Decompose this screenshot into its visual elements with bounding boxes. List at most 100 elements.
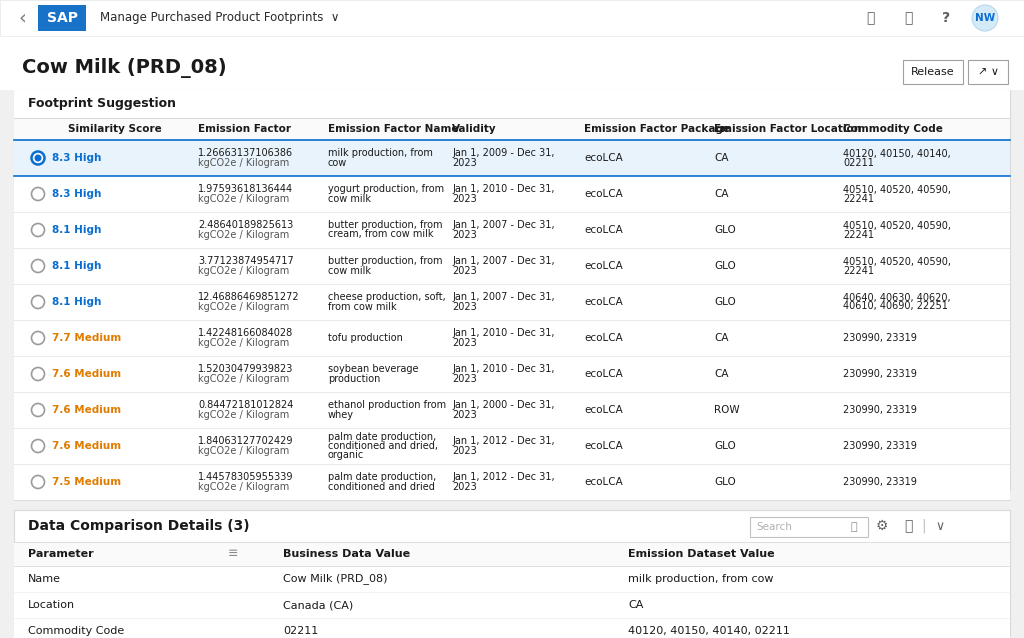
Text: ≡: ≡: [228, 547, 239, 561]
Text: ecoLCA: ecoLCA: [584, 441, 623, 451]
Bar: [14, 140, 1010, 176]
Bar: [14, 248, 1010, 284]
Text: kgCO2e / Kilogram: kgCO2e / Kilogram: [198, 374, 289, 384]
Text: Cow Milk (PRD_08): Cow Milk (PRD_08): [283, 574, 387, 584]
Text: Parameter: Parameter: [28, 549, 93, 559]
Text: kgCO2e / Kilogram: kgCO2e / Kilogram: [198, 266, 289, 276]
Text: ecoLCA: ecoLCA: [584, 333, 623, 343]
Text: GLO: GLO: [714, 297, 736, 307]
Text: 8.1 High: 8.1 High: [52, 261, 101, 271]
Text: CA: CA: [714, 189, 728, 199]
Bar: [903, 60, 963, 84]
Text: organic: organic: [328, 450, 365, 460]
Text: SAP: SAP: [46, 11, 78, 25]
Bar: [750, 517, 868, 537]
Text: kgCO2e / Kilogram: kgCO2e / Kilogram: [198, 230, 289, 240]
Text: milk production, from cow: milk production, from cow: [628, 574, 773, 584]
Bar: [14, 566, 1010, 592]
Text: CA: CA: [714, 369, 728, 379]
Text: 7.6 Medium: 7.6 Medium: [52, 441, 121, 451]
Text: 40120, 40150, 40140, 02211: 40120, 40150, 40140, 02211: [628, 626, 790, 636]
Text: 2023: 2023: [452, 482, 477, 492]
Text: ROW: ROW: [714, 405, 739, 415]
Circle shape: [32, 295, 44, 309]
Text: cow milk: cow milk: [328, 265, 371, 276]
Bar: [14, 284, 1010, 320]
Bar: [14, 510, 1010, 636]
Text: 2023: 2023: [452, 410, 477, 420]
Text: Emission Factor Location: Emission Factor Location: [714, 124, 861, 134]
Text: Similarity Score: Similarity Score: [68, 124, 162, 134]
Text: ⧉: ⧉: [904, 519, 912, 533]
Text: NW: NW: [975, 13, 995, 23]
Text: 2023: 2023: [452, 266, 477, 276]
Text: Location: Location: [28, 600, 75, 610]
Circle shape: [35, 154, 42, 161]
Text: kgCO2e / Kilogram: kgCO2e / Kilogram: [198, 338, 289, 348]
Text: ecoLCA: ecoLCA: [584, 405, 623, 415]
Text: Search: Search: [756, 522, 792, 532]
Text: 02211: 02211: [283, 626, 318, 636]
Text: 230990, 23319: 230990, 23319: [843, 441, 916, 451]
Circle shape: [32, 223, 44, 237]
Text: kgCO2e / Kilogram: kgCO2e / Kilogram: [198, 482, 289, 492]
Text: palm date production,: palm date production,: [328, 432, 436, 442]
Text: Jan 1, 2000 - Dec 31,: Jan 1, 2000 - Dec 31,: [452, 400, 555, 410]
Text: Cow Milk (PRD_08): Cow Milk (PRD_08): [22, 58, 226, 78]
Text: CA: CA: [714, 333, 728, 343]
Text: Name: Name: [28, 574, 61, 584]
Text: 1.52030479939823: 1.52030479939823: [198, 364, 293, 374]
Bar: [14, 320, 1010, 356]
Text: Jan 1, 2010 - Dec 31,: Jan 1, 2010 - Dec 31,: [452, 328, 555, 338]
Text: 8.1 High: 8.1 High: [52, 225, 101, 235]
Text: 230990, 23319: 230990, 23319: [843, 405, 916, 415]
Bar: [14, 464, 1010, 500]
Text: whey: whey: [328, 410, 354, 420]
Text: 02211: 02211: [843, 158, 873, 168]
Text: Jan 1, 2007 - Dec 31,: Jan 1, 2007 - Dec 31,: [452, 256, 555, 266]
Text: Jan 1, 2010 - Dec 31,: Jan 1, 2010 - Dec 31,: [452, 184, 555, 194]
Text: 7.6 Medium: 7.6 Medium: [52, 369, 121, 379]
Text: 1.42248166084028: 1.42248166084028: [198, 328, 293, 338]
Circle shape: [32, 403, 44, 417]
Bar: [38, 5, 86, 31]
Text: kgCO2e / Kilogram: kgCO2e / Kilogram: [198, 158, 289, 168]
Text: 230990, 23319: 230990, 23319: [843, 477, 916, 487]
Text: production: production: [328, 373, 380, 383]
Bar: [14, 212, 1010, 248]
Circle shape: [32, 475, 44, 489]
Text: 7.7 Medium: 7.7 Medium: [52, 333, 121, 343]
Text: 7.5 Medium: 7.5 Medium: [52, 477, 121, 487]
Text: 8.3 High: 8.3 High: [52, 189, 101, 199]
Text: cheese production, soft,: cheese production, soft,: [328, 292, 445, 302]
Text: ecoLCA: ecoLCA: [584, 297, 623, 307]
Text: Emission Factor Package: Emission Factor Package: [584, 124, 730, 134]
Bar: [0, 0, 1024, 36]
Text: 2023: 2023: [452, 302, 477, 312]
Text: CA: CA: [628, 600, 643, 610]
Bar: [14, 90, 1010, 490]
Text: butter production, from: butter production, from: [328, 221, 442, 230]
Text: 1.84063127702429: 1.84063127702429: [198, 436, 294, 446]
Text: cow: cow: [328, 158, 347, 168]
Text: ecoLCA: ecoLCA: [584, 153, 623, 163]
Text: ?: ?: [942, 11, 950, 25]
Text: ↗ ∨: ↗ ∨: [978, 67, 998, 77]
Circle shape: [32, 151, 44, 165]
Text: 22241: 22241: [843, 193, 874, 204]
Bar: [14, 90, 1010, 118]
Text: ethanol production from: ethanol production from: [328, 401, 446, 410]
Text: Jan 1, 2012 - Dec 31,: Jan 1, 2012 - Dec 31,: [452, 472, 555, 482]
Text: 2023: 2023: [452, 230, 477, 240]
Text: conditioned and dried,: conditioned and dried,: [328, 441, 438, 451]
Text: 2023: 2023: [452, 338, 477, 348]
Text: 2023: 2023: [452, 446, 477, 456]
Text: 🔍: 🔍: [851, 522, 857, 532]
Text: butter production, from: butter production, from: [328, 256, 442, 267]
Text: Release: Release: [911, 67, 954, 77]
Text: tofu production: tofu production: [328, 333, 402, 343]
Bar: [14, 118, 1010, 140]
Text: 40510, 40520, 40590,: 40510, 40520, 40590,: [843, 221, 951, 230]
Text: 12.46886469851272: 12.46886469851272: [198, 292, 300, 302]
Circle shape: [32, 260, 44, 272]
